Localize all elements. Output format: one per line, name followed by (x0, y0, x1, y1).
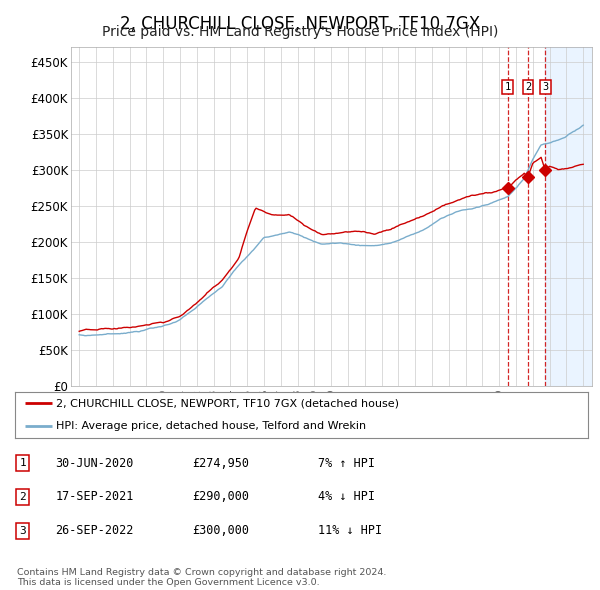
Text: Contains HM Land Registry data © Crown copyright and database right 2024.
This d: Contains HM Land Registry data © Crown c… (17, 568, 386, 587)
Text: 3: 3 (19, 526, 26, 536)
Text: £300,000: £300,000 (192, 525, 249, 537)
Text: Price paid vs. HM Land Registry's House Price Index (HPI): Price paid vs. HM Land Registry's House … (102, 25, 498, 40)
Text: 7% ↑ HPI: 7% ↑ HPI (318, 457, 375, 470)
Text: £290,000: £290,000 (192, 490, 249, 503)
Text: 4% ↓ HPI: 4% ↓ HPI (318, 490, 375, 503)
Text: 1: 1 (19, 458, 26, 468)
Text: 3: 3 (542, 82, 548, 92)
Text: 30-JUN-2020: 30-JUN-2020 (55, 457, 134, 470)
Text: 2: 2 (19, 492, 26, 502)
Text: HPI: Average price, detached house, Telford and Wrekin: HPI: Average price, detached house, Telf… (56, 421, 367, 431)
Text: 17-SEP-2021: 17-SEP-2021 (55, 490, 134, 503)
Text: £274,950: £274,950 (192, 457, 249, 470)
Text: 2, CHURCHILL CLOSE, NEWPORT, TF10 7GX: 2, CHURCHILL CLOSE, NEWPORT, TF10 7GX (120, 15, 480, 33)
Bar (545, 47, 592, 386)
Text: 2: 2 (525, 82, 531, 92)
Text: 11% ↓ HPI: 11% ↓ HPI (318, 525, 382, 537)
Text: 1: 1 (505, 82, 511, 92)
Text: 2, CHURCHILL CLOSE, NEWPORT, TF10 7GX (detached house): 2, CHURCHILL CLOSE, NEWPORT, TF10 7GX (d… (56, 398, 399, 408)
Text: 26-SEP-2022: 26-SEP-2022 (55, 525, 134, 537)
